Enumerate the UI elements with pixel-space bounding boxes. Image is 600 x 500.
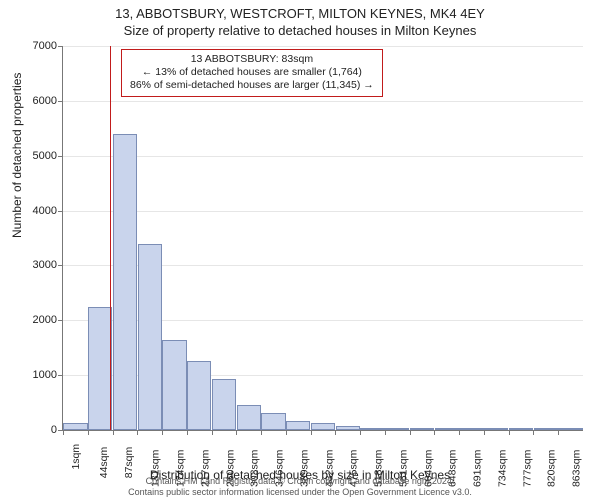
grid-line <box>63 46 583 47</box>
xtick-mark <box>137 430 138 435</box>
ytick-mark <box>58 156 63 157</box>
xtick-label: 1sqm <box>70 444 82 470</box>
xtick-mark <box>509 430 510 435</box>
histogram-bar <box>459 428 483 430</box>
footer-line1: Contains HM Land Registry data © Crown c… <box>0 476 600 487</box>
histogram-bar <box>187 361 211 430</box>
histogram-bar <box>385 428 409 430</box>
xtick-mark <box>311 430 312 435</box>
chart-container: 13, ABBOTSBURY, WESTCROFT, MILTON KEYNES… <box>0 0 600 500</box>
xtick-mark <box>212 430 213 435</box>
grid-line <box>63 211 583 212</box>
ytick-mark <box>58 320 63 321</box>
reference-line <box>110 46 111 430</box>
xtick-mark <box>63 430 64 435</box>
histogram-bar <box>534 428 558 430</box>
histogram-bar <box>63 423 87 430</box>
legend-line2: ← 13% of detached houses are smaller (1,… <box>130 66 374 79</box>
histogram-bar <box>286 421 310 430</box>
ytick-label: 6000 <box>33 95 57 107</box>
ytick-label: 7000 <box>33 40 57 52</box>
ytick-label: 1000 <box>33 369 57 381</box>
legend-line1: 13 ABBOTSBURY: 83sqm <box>130 53 374 66</box>
xtick-mark <box>385 430 386 435</box>
histogram-bar <box>435 428 459 430</box>
xtick-mark <box>88 430 89 435</box>
ytick-mark <box>58 265 63 266</box>
ytick-mark <box>58 375 63 376</box>
histogram-bar <box>311 423 335 430</box>
xtick-mark <box>286 430 287 435</box>
histogram-bar <box>113 134 137 430</box>
xtick-mark <box>335 430 336 435</box>
ytick-label: 3000 <box>33 259 57 271</box>
histogram-bar <box>509 428 533 430</box>
ytick-label: 2000 <box>33 314 57 326</box>
xtick-mark <box>434 430 435 435</box>
xtick-mark <box>484 430 485 435</box>
xtick-mark <box>261 430 262 435</box>
ytick-label: 4000 <box>33 205 57 217</box>
histogram-bar <box>261 413 285 430</box>
histogram-bar <box>360 428 384 430</box>
xtick-mark <box>236 430 237 435</box>
histogram-bar <box>162 340 186 431</box>
xtick-mark <box>410 430 411 435</box>
xtick-mark <box>459 430 460 435</box>
chart-title-line2: Size of property relative to detached ho… <box>0 23 600 38</box>
plot-area: 010002000300040005000600070001sqm44sqm87… <box>62 46 583 431</box>
footer-line2: Contains public sector information licen… <box>0 487 600 498</box>
ytick-mark <box>58 211 63 212</box>
legend-line3: 86% of semi-detached houses are larger (… <box>130 79 374 92</box>
ytick-label: 5000 <box>33 150 57 162</box>
xtick-mark <box>533 430 534 435</box>
histogram-bar <box>88 307 112 430</box>
xtick-mark <box>558 430 559 435</box>
histogram-bar <box>212 379 236 430</box>
xtick-mark <box>113 430 114 435</box>
xtick-mark <box>360 430 361 435</box>
footer-attribution: Contains HM Land Registry data © Crown c… <box>0 476 600 498</box>
ytick-label: 0 <box>51 424 57 436</box>
histogram-bar <box>336 426 360 430</box>
xtick-mark <box>187 430 188 435</box>
ytick-mark <box>58 46 63 47</box>
grid-line <box>63 101 583 102</box>
y-axis-label: Number of detached properties <box>10 73 24 238</box>
histogram-bar <box>138 244 162 431</box>
xtick-mark <box>162 430 163 435</box>
histogram-bar <box>410 428 434 430</box>
chart-title-block: 13, ABBOTSBURY, WESTCROFT, MILTON KEYNES… <box>0 6 600 38</box>
histogram-bar <box>237 405 261 430</box>
histogram-bar <box>484 428 508 430</box>
chart-title-line1: 13, ABBOTSBURY, WESTCROFT, MILTON KEYNES… <box>0 6 600 21</box>
grid-line <box>63 156 583 157</box>
histogram-bar <box>558 428 582 430</box>
ytick-mark <box>58 101 63 102</box>
legend-box: 13 ABBOTSBURY: 83sqm ← 13% of detached h… <box>121 49 383 97</box>
